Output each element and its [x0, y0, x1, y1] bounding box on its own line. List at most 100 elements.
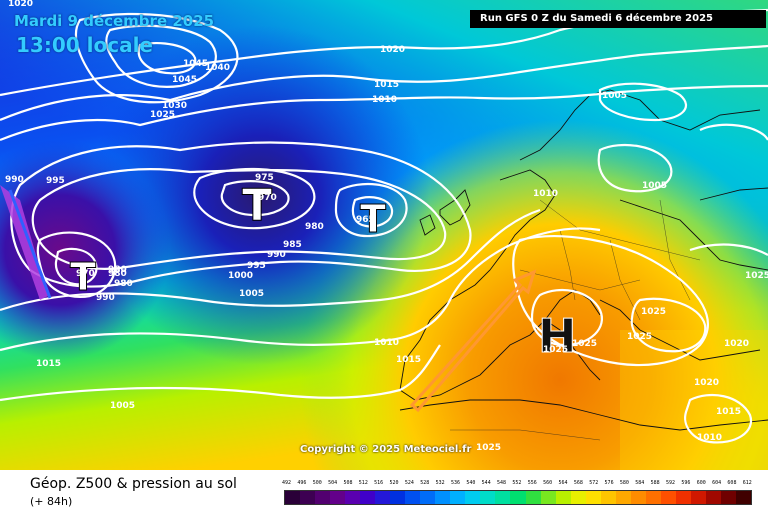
- low-center-atlantic: T: [242, 180, 272, 231]
- scale-label: 560: [543, 480, 553, 486]
- isobar-label: 1025: [543, 345, 568, 355]
- isobar-label: 975: [255, 173, 274, 183]
- scale-swatch: [465, 491, 481, 504]
- isobar-label: 1025: [745, 271, 768, 281]
- scale-swatch: [420, 491, 436, 504]
- isobar-label: 1025: [476, 443, 501, 453]
- scale-label: 612: [742, 480, 752, 486]
- scale-swatch: [705, 491, 721, 504]
- isobar-label: 1020: [724, 339, 749, 349]
- isobar-label: 1025: [627, 332, 652, 342]
- isobar-label: 980: [108, 269, 127, 279]
- isobars: [0, 8, 768, 444]
- scale-label: 512: [358, 480, 368, 486]
- scale-label: 528: [420, 480, 430, 486]
- scale-label: 552: [512, 480, 522, 486]
- scale-label: 516: [374, 480, 384, 486]
- scale-swatch: [660, 491, 676, 504]
- isobar-label: 1020: [8, 0, 33, 9]
- scale-swatch: [615, 491, 631, 504]
- isobar-label: 1015: [396, 355, 421, 365]
- isobar-label: 1000: [228, 271, 253, 281]
- isobar-label: 970: [258, 193, 277, 203]
- scale-swatch: [360, 491, 376, 504]
- low-center-west: T: [70, 255, 96, 299]
- isobar-label: 1045: [172, 75, 197, 85]
- scale-swatch: [435, 491, 451, 504]
- isobar-label: 1005: [110, 401, 135, 411]
- isobar-label: 1030: [162, 101, 187, 111]
- isobar-label: 995: [46, 176, 65, 186]
- weather-map: T T T H 1020 1045 1040 1045 1030 1025 1020 1015…: [0, 0, 768, 470]
- scale-label: 508: [343, 480, 353, 486]
- scale-label: 540: [466, 480, 476, 486]
- scale-label: 496: [297, 480, 307, 486]
- map-title: Géop. Z500 & pression au sol: [30, 476, 237, 492]
- scale-swatch: [405, 491, 421, 504]
- isobar-label: 1040: [205, 63, 230, 73]
- scale-swatch: [645, 491, 661, 504]
- jet-arrows: [0, 185, 537, 413]
- isobar-label: 1045: [183, 59, 208, 69]
- isobar-label: 970: [76, 269, 95, 279]
- isobar-label: 980: [114, 279, 133, 289]
- isobar-label: 1005: [642, 181, 667, 191]
- scale-label: 532: [435, 480, 445, 486]
- scale-swatch: [735, 491, 751, 504]
- isobar-label: 1020: [380, 45, 405, 55]
- scale-swatch: [540, 491, 556, 504]
- isobar-label: 995: [247, 261, 266, 271]
- scale-label: 500: [312, 480, 322, 486]
- scale-label: 524: [404, 480, 414, 486]
- isobar-label: 1015: [716, 407, 741, 417]
- scale-swatch: [555, 491, 571, 504]
- isobar-label: 1015: [374, 80, 399, 90]
- coastlines: [399, 89, 768, 431]
- isobar-label: 1010: [374, 338, 399, 348]
- isobar-label: 1005: [602, 91, 627, 101]
- scale-swatch: [585, 491, 601, 504]
- isobar-label: 990: [5, 175, 24, 185]
- isobar-label: 1010: [697, 433, 722, 443]
- high-center-italy: H: [538, 309, 577, 363]
- scale-label: 608: [727, 480, 737, 486]
- scale-label: 568: [573, 480, 583, 486]
- scale-label: 556: [527, 480, 537, 486]
- scale-swatch: [720, 491, 736, 504]
- isobar-label: 965: [356, 215, 375, 225]
- scale-swatch: [480, 491, 496, 504]
- color-scale-bar: [284, 490, 752, 505]
- scale-swatch: [300, 491, 316, 504]
- isobar-label: 990: [96, 293, 115, 303]
- scale-label: 520: [389, 480, 399, 486]
- scale-swatch: [390, 491, 406, 504]
- scale-swatch: [330, 491, 346, 504]
- isobar-label: 1010: [372, 95, 397, 105]
- scale-label: 584: [635, 480, 645, 486]
- scale-label: 576: [604, 480, 614, 486]
- scale-swatch: [315, 491, 331, 504]
- scale-swatch: [690, 491, 706, 504]
- scale-label: 592: [665, 480, 676, 486]
- scale-label: 572: [589, 480, 599, 486]
- scale-swatch: [570, 491, 586, 504]
- forecast-date: Mardi 9 décembre 2025: [14, 12, 215, 30]
- scale-label: 492: [282, 480, 292, 486]
- scale-label: 564: [558, 480, 568, 486]
- copyright-notice: Copyright © 2025 Meteociel.fr: [300, 444, 472, 455]
- isobar-label: 985: [283, 240, 302, 250]
- isobar-label: 1020: [694, 378, 719, 388]
- run-info-banner: Run GFS 0 Z du Samedi 6 décembre 2025: [470, 10, 766, 28]
- scale-swatch: [375, 491, 391, 504]
- scale-swatch: [675, 491, 691, 504]
- scale-label: 600: [696, 480, 706, 486]
- scale-swatch: [450, 491, 466, 504]
- isobar-label: 980: [108, 265, 127, 275]
- isobar-label: 1025: [572, 339, 597, 349]
- scale-label: 580: [619, 480, 629, 486]
- scale-swatch: [600, 491, 616, 504]
- forecast-local-time: 13:00 locale: [16, 33, 153, 57]
- scale-swatch: [285, 491, 301, 504]
- isobar-label: 1025: [150, 110, 175, 120]
